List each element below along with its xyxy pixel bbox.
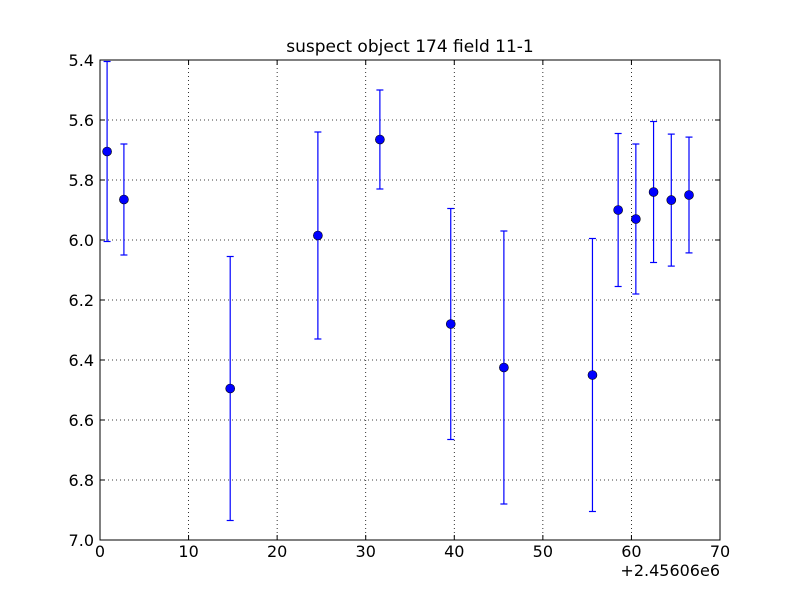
data-marker bbox=[631, 214, 641, 224]
x-tick-label: 60 bbox=[621, 542, 641, 561]
data-marker bbox=[666, 195, 677, 205]
data-point bbox=[684, 136, 694, 254]
x-tick-label: 10 bbox=[178, 542, 198, 561]
y-tick-label: 6.0 bbox=[69, 231, 94, 250]
data-marker bbox=[225, 383, 235, 394]
y-tick-label: 5.4 bbox=[69, 51, 94, 70]
x-tick-label: 50 bbox=[533, 542, 553, 561]
y-tick-label: 6.2 bbox=[69, 291, 94, 310]
data-marker bbox=[313, 230, 323, 241]
y-tick-label: 5.8 bbox=[69, 171, 94, 190]
y-tick-label: 7.0 bbox=[69, 531, 94, 550]
data-marker bbox=[587, 370, 598, 380]
data-point bbox=[499, 230, 509, 505]
data-point bbox=[445, 207, 456, 441]
data-points bbox=[102, 60, 694, 522]
x-tick-label: 70 bbox=[710, 542, 730, 561]
y-tick-label: 6.8 bbox=[69, 471, 94, 490]
data-point bbox=[313, 131, 323, 340]
x-tick-label: 40 bbox=[444, 542, 464, 561]
data-marker bbox=[613, 205, 623, 215]
x-tick-label: 20 bbox=[267, 542, 287, 561]
data-point bbox=[119, 143, 129, 256]
x-axis-offset-label: +2.45606e6 bbox=[620, 561, 720, 580]
axis-ticks: 0 10 20 30 40 50 60 70 5.4 5.6 5.8 6.0 6.2 6.4 6.6 6.8 7… bbox=[69, 51, 731, 561]
data-point bbox=[648, 120, 659, 264]
chart-title: suspect object 174 field 11-1 bbox=[286, 37, 533, 57]
data-marker bbox=[102, 146, 112, 157]
data-point bbox=[587, 237, 598, 513]
data-point bbox=[225, 255, 235, 522]
data-point bbox=[102, 60, 112, 243]
x-tick-label: 30 bbox=[356, 542, 376, 561]
data-marker bbox=[648, 187, 659, 197]
data-marker bbox=[684, 190, 694, 200]
y-tick-label: 6.4 bbox=[69, 351, 94, 370]
data-marker bbox=[119, 194, 129, 205]
data-point bbox=[613, 132, 623, 288]
data-point bbox=[631, 143, 641, 295]
y-tick-label: 5.6 bbox=[69, 111, 94, 130]
data-marker bbox=[499, 362, 509, 373]
data-point bbox=[375, 89, 385, 190]
x-tick-label: 0 bbox=[95, 542, 105, 561]
data-point bbox=[666, 133, 677, 267]
data-marker bbox=[445, 319, 456, 329]
y-tick-label: 6.6 bbox=[69, 411, 94, 430]
data-marker bbox=[375, 134, 385, 145]
grid-lines bbox=[100, 60, 720, 540]
